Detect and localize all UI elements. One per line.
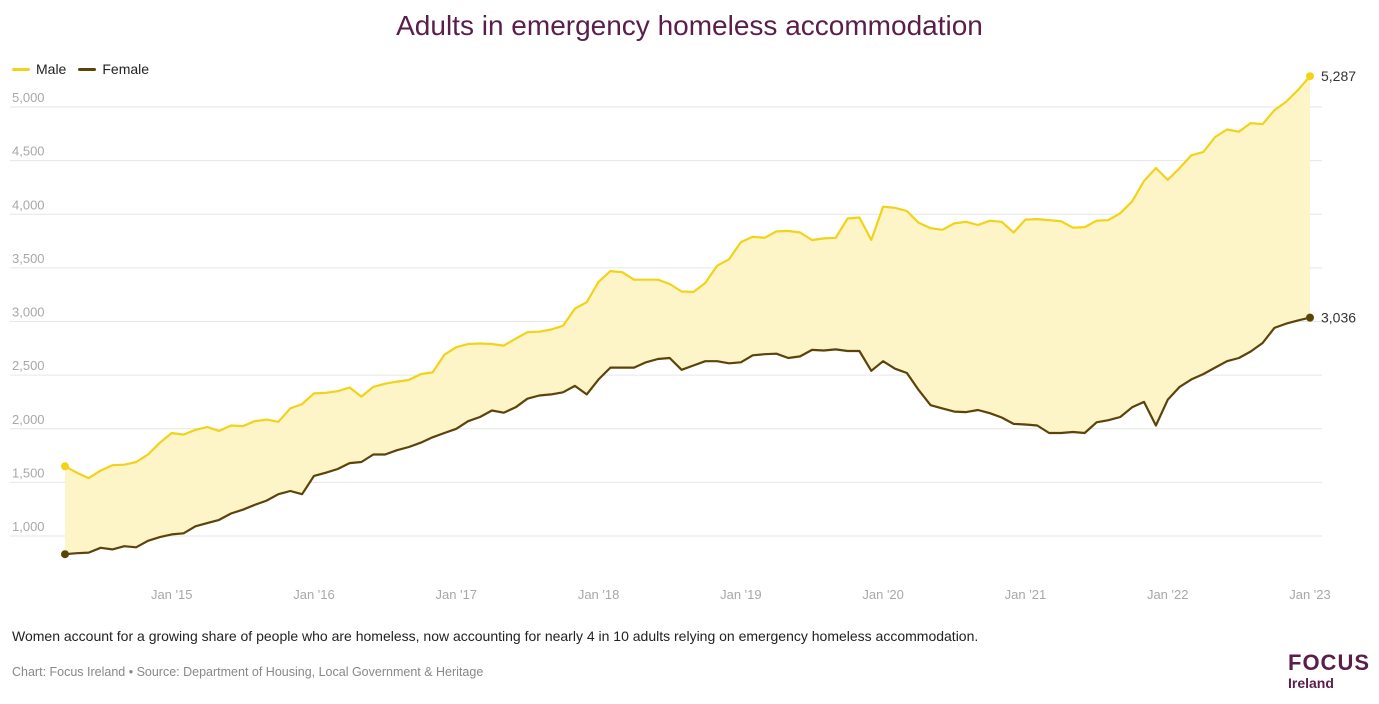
legend-item-male[interactable]: Male — [12, 61, 66, 77]
end-label-female: 3,036 — [1321, 310, 1356, 326]
series-line-male — [64, 75, 1311, 480]
start-point-female — [61, 550, 69, 559]
start-point-male — [61, 462, 69, 471]
y-tick-label: 1,000 — [12, 519, 45, 534]
x-tick-label: Jan '22 — [1147, 587, 1189, 602]
end-point-female — [1306, 313, 1314, 322]
legend-label-female: Female — [102, 61, 150, 77]
x-tick-label: Jan '17 — [436, 587, 478, 602]
y-tick-label: 4,500 — [12, 144, 45, 159]
chart-source: Chart: Focus Ireland • Source: Departmen… — [12, 665, 484, 679]
chart-title: Adults in emergency homeless accommodati… — [396, 10, 983, 41]
end-label-male: 5,287 — [1321, 68, 1356, 84]
x-tick-label: Jan '19 — [720, 587, 762, 602]
gap-area — [65, 76, 1310, 555]
y-tick-label: 2,500 — [12, 358, 45, 373]
y-tick-label: 5,000 — [12, 90, 45, 105]
chart-caption: Women account for a growing share of peo… — [12, 628, 979, 644]
x-tick-label: Jan '15 — [151, 587, 193, 602]
focus-ireland-logo: FOCUS Ireland — [1288, 650, 1370, 691]
logo-line2: Ireland — [1288, 675, 1334, 691]
x-tick-label: Jan '23 — [1289, 587, 1331, 602]
y-tick-label: 3,500 — [12, 251, 45, 266]
x-tick-label: Jan '18 — [578, 587, 620, 602]
y-tick-label: 2,000 — [12, 412, 45, 427]
line-chart: 1,000 1,500 2,000 2,500 3,000 3,500 4,000 4,500… — [10, 68, 1356, 602]
end-point-male — [1306, 72, 1314, 81]
x-tick-label: Jan '21 — [1005, 587, 1047, 602]
legend-item-female[interactable]: Female — [78, 61, 149, 77]
legend-swatch-male — [12, 67, 30, 71]
legend-swatch-female — [78, 67, 97, 71]
legend-label-male: Male — [36, 61, 67, 77]
x-tick-label: Jan '20 — [862, 587, 904, 602]
series-line-female — [64, 316, 1311, 556]
legend: Male Female — [12, 61, 161, 77]
logo-line1: FOCUS — [1288, 650, 1370, 675]
y-tick-label: 4,000 — [12, 197, 45, 212]
y-tick-label: 1,500 — [12, 465, 45, 480]
y-tick-label: 3,000 — [12, 305, 45, 320]
x-tick-label: Jan '16 — [293, 587, 335, 602]
